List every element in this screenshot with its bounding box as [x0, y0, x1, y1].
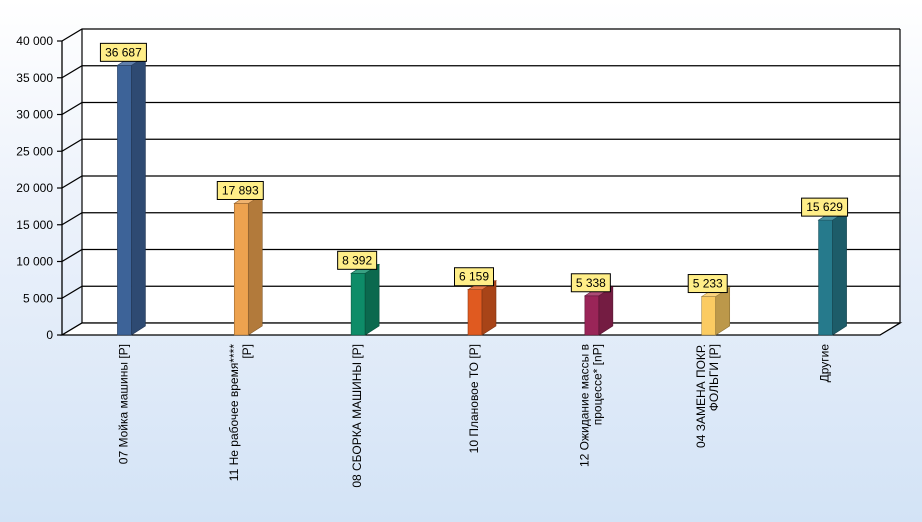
bar-front	[350, 273, 366, 336]
bar-side	[832, 210, 847, 336]
category-label-line: 07 Мойка машины [P]	[116, 344, 130, 464]
data-label: 6 159	[454, 267, 494, 287]
data-label-text: 36 687	[105, 45, 142, 59]
y-tick-label: 25 000	[16, 144, 53, 158]
bar-side	[481, 280, 497, 336]
data-label-box	[687, 274, 728, 294]
bar-front	[701, 296, 717, 336]
category-labels: 07 Мойка машины [P] 11 Не рабочее время**…	[116, 344, 831, 488]
bar	[466, 280, 498, 336]
data-label-box	[99, 42, 147, 62]
category-label-line: ФОЛЬГИ [P]	[707, 344, 721, 411]
bar	[817, 210, 848, 336]
data-label-box	[570, 273, 611, 293]
data-label-text: 6 159	[459, 270, 489, 284]
data-label-text: 5 233	[693, 277, 723, 291]
y-tick-label: 35 000	[16, 71, 53, 85]
bar-side	[247, 193, 263, 336]
category-label-line: 12 Ожидание массы в	[577, 344, 591, 467]
data-label-text: 5 338	[576, 276, 606, 290]
y-tick-label: 40 000	[16, 34, 53, 48]
data-label: 5 233	[687, 274, 728, 294]
data-label: 36 687	[99, 42, 147, 62]
data-label: 5 338	[570, 273, 611, 293]
category-label-line: 08 СБОРКА МАШИНЫ [P]	[350, 344, 364, 488]
data-label-box	[801, 197, 849, 217]
bar	[700, 286, 731, 336]
category-label: 07 Мойка машины [P]	[116, 344, 130, 464]
y-tick-label: 5 000	[23, 291, 53, 305]
category-label-line: Другие	[818, 344, 832, 383]
bar-front	[818, 219, 833, 336]
data-label-box	[337, 250, 378, 270]
data-label-box	[216, 180, 264, 200]
category-label-line: [P]	[240, 344, 254, 359]
data-label: 15 629	[801, 197, 849, 217]
category-label: 12 Ожидание массы в процессе* [nP]	[577, 344, 604, 467]
data-label-text: 8 392	[342, 253, 372, 267]
bar	[350, 263, 381, 336]
data-label-text: 17 893	[222, 183, 259, 197]
category-label: 11 Не рабочее время**** [P]	[227, 344, 254, 482]
category-label: 10 Плановое ТО [P]	[467, 344, 481, 453]
y-tick-label: 30 000	[16, 108, 53, 122]
bar-front	[467, 289, 483, 336]
data-label-text: 15 629	[806, 200, 843, 214]
bar	[116, 55, 147, 336]
y-tick-label: 10 000	[16, 255, 53, 269]
category-label-line: 11 Не рабочее время****	[227, 344, 241, 482]
data-labels: 36 687 17 893 8 392 6 159 5 338 5 233 15 629	[99, 42, 849, 294]
bar	[583, 286, 614, 336]
bar	[233, 193, 264, 336]
category-label-line: 04 ЗАМЕНА ПОКР.	[694, 344, 708, 448]
y-tick-label: 15 000	[16, 218, 53, 232]
category-label-line: 10 Плановое ТО [P]	[467, 344, 481, 453]
bar-side	[131, 55, 146, 336]
data-label: 17 893	[216, 180, 264, 200]
bar-front	[584, 295, 600, 336]
bar-side	[364, 263, 380, 336]
data-label: 8 392	[337, 250, 378, 270]
y-tick-label: 0	[46, 328, 53, 342]
category-label: 04 ЗАМЕНА ПОКР. ФОЛЬГИ [P]	[694, 344, 721, 448]
data-label-box	[454, 267, 494, 287]
category-label: Другие	[818, 344, 832, 383]
bar-front	[233, 203, 249, 336]
category-label-line: процессе* [nP]	[590, 344, 604, 425]
y-axis: 0 5 000 10 000 15 000 20 000 25 000 30 000 35 0…	[16, 34, 62, 342]
category-label: 08 СБОРКА МАШИНЫ [P]	[350, 344, 364, 488]
y-tick-label: 20 000	[16, 181, 53, 195]
bar-front	[117, 65, 132, 336]
